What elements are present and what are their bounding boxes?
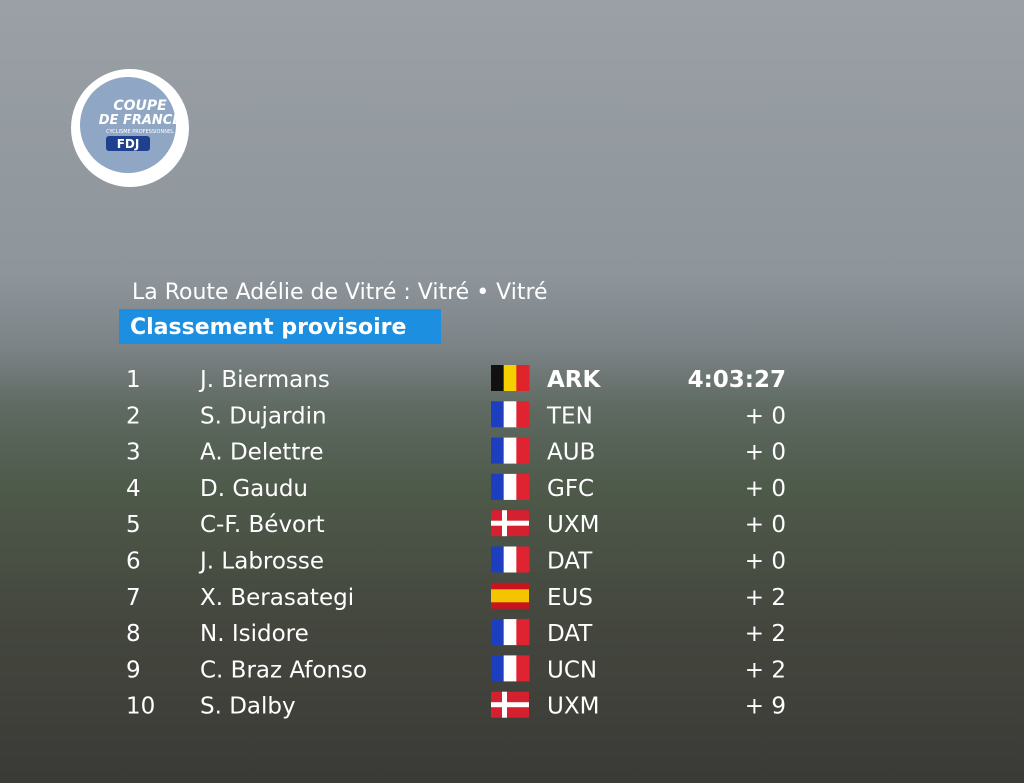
flag [491,365,530,391]
rank: 1 [126,367,141,393]
flag [491,546,530,573]
rider-name: C. Braz Afonso [200,657,367,683]
rank: 6 [126,549,141,575]
flag-stripe [503,546,517,573]
time-gap: + 0 [745,403,786,429]
rider-name: N. Isidore [200,621,309,647]
team-code: DAT [547,621,593,647]
flag-stripe [491,365,505,391]
team-code: DAT [547,549,593,575]
logo-inner [80,77,176,173]
rider-name: A. Delettre [200,440,324,466]
flag-stripe [516,655,530,682]
flag-stripe [516,546,530,573]
team-code: EUS [547,585,593,611]
flag-stripe [503,401,517,428]
flag-stripe [503,437,517,464]
flag [491,619,530,646]
time-gap: + 9 [745,694,786,720]
standings: 1 J. Biermans ARK 4:03:27 2 S. Dujardin TEN + 0… [126,365,786,720]
flag-cross [491,520,529,526]
flag-stripe [516,473,530,500]
flag [491,582,529,609]
time-gap: + 2 [745,585,786,611]
team-code: UCN [547,657,597,683]
team-code: GFC [547,476,594,502]
rider-name: X. Berasategi [200,585,354,611]
rank: 9 [126,657,141,683]
time-gap: + 0 [745,440,786,466]
rider-name: C-F. Bévort [200,512,325,538]
team-code: UXM [547,512,599,538]
subtitle: Classement provisoire [130,315,406,340]
flag-stripe [516,365,530,391]
flag-stripe [516,401,530,428]
flag-stripe [491,546,505,573]
team-code: ARK [547,367,602,393]
race-title: La Route Adélie de Vitré : Vitré • Vitré [132,280,548,305]
flag-stripe [491,655,505,682]
flag-band [491,589,529,603]
rank: 2 [126,403,141,429]
logo-text: COUPE [113,98,167,114]
flag-stripe [516,437,530,464]
logo-text: CYCLISME PROFESSIONNEL [106,129,174,135]
rider-name: J. Biermans [198,367,330,393]
flag-stripe [516,619,530,646]
flag [491,510,529,537]
time-gap: + 0 [745,512,786,538]
logo-text: DE FRANCE [99,113,182,128]
time-gap: + 2 [745,657,786,683]
flag-stripe [503,473,517,500]
rider-name: S. Dalby [200,694,296,720]
rank: 4 [126,476,141,502]
flag-cross [491,702,529,708]
rank: 5 [126,512,141,538]
logo-text: FDJ [117,137,140,151]
rider-name: J. Labrosse [198,549,324,575]
rider-name: D. Gaudu [200,476,308,502]
flag-stripe [491,619,505,646]
rank: 8 [126,621,141,647]
rank: 10 [126,694,155,720]
logo: COUPE DE FRANCE CYCLISME PROFESSIONNEL F… [71,69,189,187]
flag-stripe [491,401,505,428]
flag [491,401,530,428]
flag [491,437,530,464]
flag-stripe [503,365,517,391]
rank: 3 [126,440,141,466]
subtitle-box [119,309,441,344]
flag [491,655,530,682]
logo-badge [106,136,150,151]
flag-stripe [491,473,505,500]
rider-name: S. Dujardin [200,403,327,429]
flag-stripe [503,619,517,646]
flag-stripe [503,655,517,682]
time-gap: + 0 [745,549,786,575]
time-gap: + 0 [745,476,786,502]
team-code: AUB [547,440,595,466]
team-code: TEN [546,403,593,429]
flag [491,691,529,718]
flag [491,473,530,500]
rank: 7 [126,585,141,611]
flag-stripe [491,437,505,464]
time-gap: 4:03:27 [688,367,786,393]
team-code: UXM [547,694,599,720]
time-gap: + 2 [745,621,786,647]
